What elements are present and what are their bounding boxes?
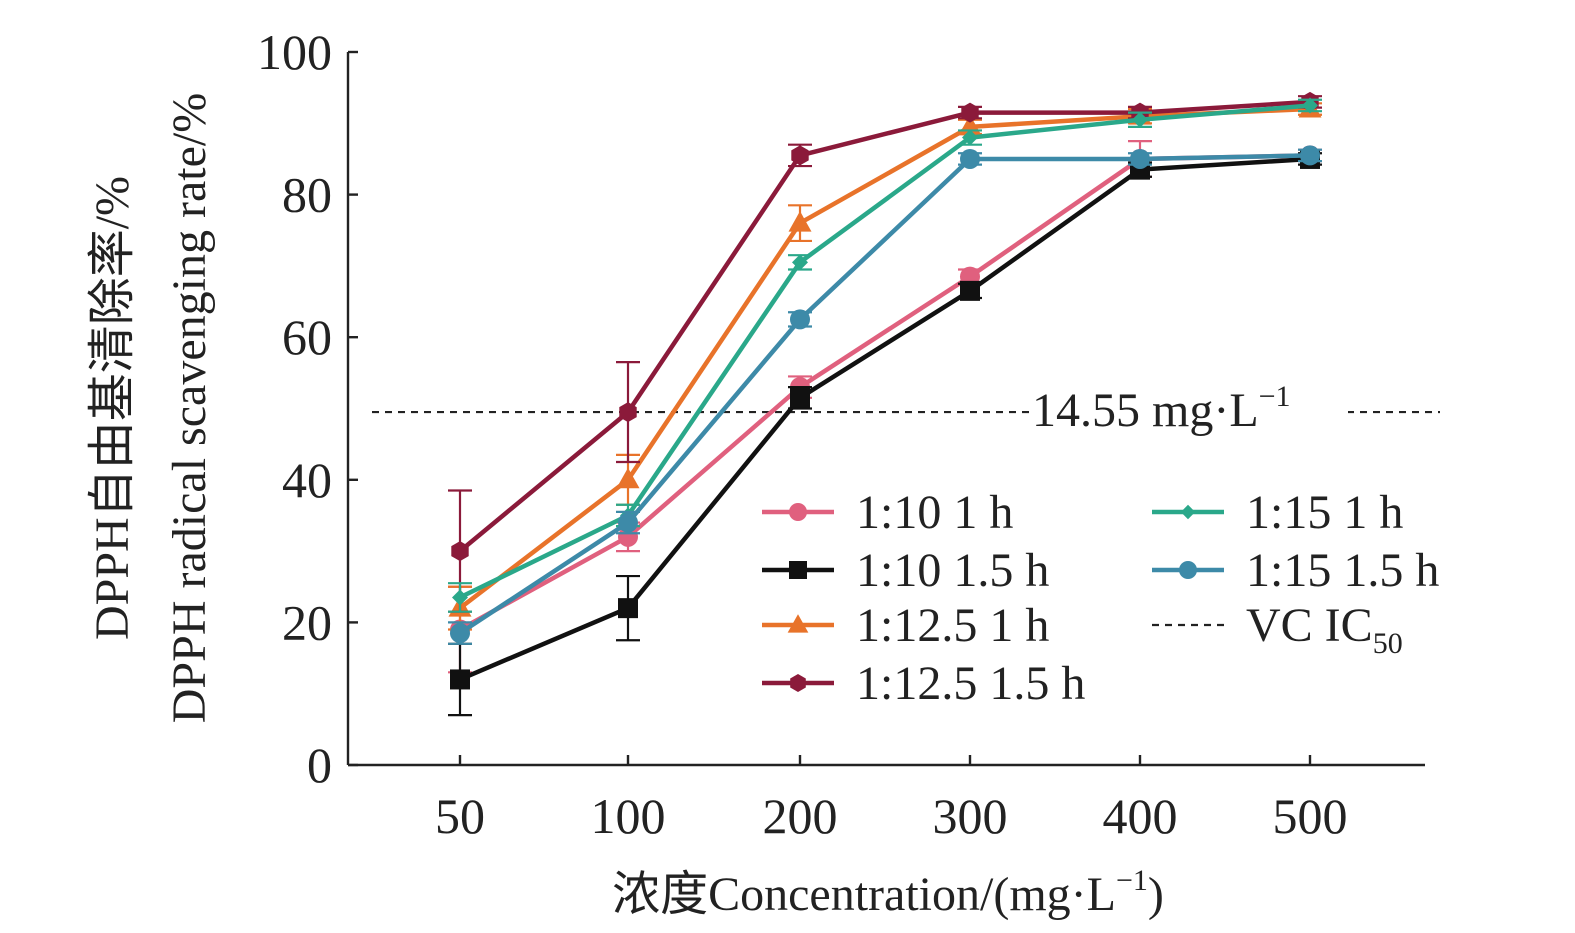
legend-item: 1:15 1.5 h [1152,544,1439,597]
y-tick-label: 20 [282,594,332,650]
data-point [1302,97,1318,114]
series-line [458,153,1311,635]
legend-label: 1:15 1.5 h [1246,544,1439,597]
x-tick-label: 400 [1103,788,1178,844]
legend-swatch-marker [787,614,809,633]
data-point [1130,148,1150,169]
data-point [452,589,468,606]
legend-item: 1:15 1 h [1152,486,1403,539]
x-axis-title-sup: −1 [1116,864,1148,897]
legend-item-reference: VC IC50 [1152,599,1403,660]
legend-label: VC IC50 [1246,599,1403,660]
data-point [790,387,810,408]
series-line [458,106,1311,610]
series-4 [448,97,1322,613]
legend-label: 1:15 1 h [1246,486,1403,539]
x-tick-label: 500 [1273,788,1348,844]
data-point [618,526,638,547]
data-point [1132,111,1148,128]
data-point [450,623,470,644]
legend-label: 1:12.5 1.5 h [856,657,1085,710]
legend-swatch-marker [789,503,807,521]
series-line [459,156,1311,682]
legend-item: 1:10 1.5 h [762,544,1049,597]
data-point [618,512,638,533]
legend-label: 1:12.5 1 h [856,599,1049,652]
y-tick-label: 0 [307,737,332,793]
y-tick-label: 60 [282,309,332,365]
data-point [450,669,470,690]
data-point [791,145,809,166]
data-point [792,254,808,271]
legend-item: 1:12.5 1 h [762,599,1049,652]
ic50-annotation-sup: −1 [1259,380,1291,413]
y-ticks: 0 20 40 60 80 100 [257,24,358,793]
data-point [619,402,637,423]
data-point [960,148,980,169]
ic50-annotation: 14.55 mg·L−1 [1032,380,1291,437]
y-axis-title-line2: DPPH radical scavenging rate/% [163,93,216,723]
series-line [458,99,1311,553]
data-point [790,309,810,330]
legend-swatch-marker [1180,504,1196,520]
y-tick-label: 40 [282,452,332,508]
x-tick-label: 50 [435,788,485,844]
x-axis-title-tail: ) [1148,868,1164,921]
data-point [618,598,638,619]
series-group [448,91,1322,717]
legend: 1:10 1 h1:10 1.5 h1:12.5 1 h1:12.5 1.5 h… [762,486,1439,710]
data-point [960,280,980,301]
data-point [1300,145,1320,166]
data-point [451,541,469,562]
legend-swatch-marker [789,561,807,579]
legend-label-sub: 50 [1373,627,1403,660]
series-line [459,103,1311,600]
y-tick-label: 80 [282,167,332,223]
legend-item: 1:10 1 h [762,486,1013,539]
y-tick-label: 100 [257,24,332,80]
data-point [962,129,978,146]
legend-label: 1:10 1.5 h [856,544,1049,597]
legend-swatch-marker [1179,561,1197,579]
data-point [616,467,640,489]
legend-label: 1:10 1 h [856,486,1013,539]
x-axis-title: 浓度Concentration/(mg·L−1) [612,864,1164,921]
x-tick-label: 300 [933,788,1008,844]
axes [346,52,1425,767]
x-ticks: 50 100 200 300 400 500 [435,755,1348,844]
series-5 [448,145,1322,645]
data-point [961,102,979,123]
legend-item: 1:12.5 1.5 h [762,657,1085,710]
x-tick-label: 100 [591,788,666,844]
y-axis-title-line1: DPPH自由基清除率/% [86,176,139,640]
data-point [788,211,812,232]
reference-line-group: 14.55 mg·L−1 [372,372,1440,437]
x-tick-label: 200 [763,788,838,844]
legend-swatch-marker [790,674,806,692]
ic50-label-background [1030,372,1348,429]
